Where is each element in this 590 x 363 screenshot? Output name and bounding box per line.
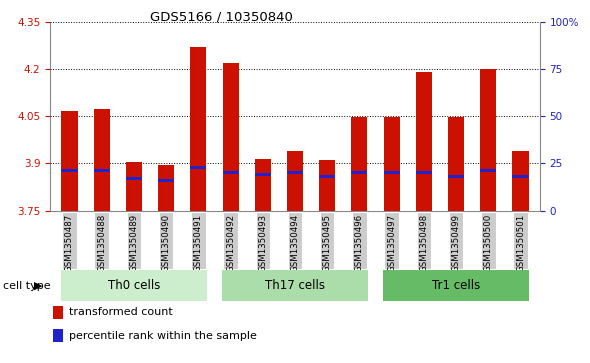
Bar [319,175,335,178]
Bar [417,212,431,269]
Bar [480,69,496,211]
Text: GSM1350497: GSM1350497 [387,214,396,272]
Text: GSM1350488: GSM1350488 [97,214,106,272]
Text: ▶: ▶ [34,281,42,291]
Bar [222,171,238,174]
Text: GSM1350498: GSM1350498 [419,214,428,272]
Text: Th17 cells: Th17 cells [265,280,325,292]
Text: Tr1 cells: Tr1 cells [432,280,480,292]
Bar [61,111,77,211]
Text: GSM1350494: GSM1350494 [290,214,300,272]
Bar [158,165,174,211]
Bar [191,166,206,169]
Text: GSM1350496: GSM1350496 [355,214,364,272]
Text: GSM1350487: GSM1350487 [65,214,74,272]
Bar [384,171,399,174]
Bar [53,329,63,342]
Bar [416,72,432,211]
Bar [94,212,109,269]
Text: GSM1350492: GSM1350492 [226,214,235,272]
Text: GSM1350491: GSM1350491 [194,214,203,272]
Text: GSM1350500: GSM1350500 [484,214,493,272]
Bar [513,151,529,211]
Text: GDS5166 / 10350840: GDS5166 / 10350840 [150,11,293,24]
Text: GSM1350499: GSM1350499 [451,214,461,272]
Text: GSM1350495: GSM1350495 [323,214,332,272]
Bar [449,212,463,269]
Bar [385,212,399,269]
Bar [61,169,77,172]
Bar [158,179,174,182]
Bar [62,212,77,269]
Bar [287,151,303,211]
Bar [288,212,302,269]
Bar [352,171,368,174]
Bar [416,171,432,174]
Bar [191,212,205,269]
Bar [481,212,496,269]
Text: GSM1350490: GSM1350490 [162,214,171,272]
Bar [191,47,206,211]
Text: GSM1350493: GSM1350493 [258,214,267,272]
Bar [255,173,271,176]
Bar [222,63,238,211]
Bar [94,109,110,211]
Text: Th0 cells: Th0 cells [108,280,160,292]
Text: transformed count: transformed count [69,307,172,317]
Bar [222,270,368,301]
Bar [255,212,270,269]
Bar [61,270,206,301]
Bar [255,159,271,211]
Bar [127,212,141,269]
Bar [94,169,110,172]
Bar [352,212,366,269]
Bar [513,175,529,178]
Bar [513,212,528,269]
Bar [319,160,335,211]
Bar [448,175,464,178]
Bar [448,117,464,211]
Bar [126,162,142,211]
Text: GSM1350501: GSM1350501 [516,214,525,272]
Bar [352,117,368,211]
Text: cell type: cell type [3,281,51,291]
Text: GSM1350489: GSM1350489 [129,214,139,272]
Text: percentile rank within the sample: percentile rank within the sample [69,331,257,341]
Bar [159,212,173,269]
Bar [384,270,529,301]
Bar [126,177,142,180]
Bar [287,171,303,174]
Bar [480,169,496,172]
Bar [224,212,238,269]
Bar [53,306,63,319]
Bar [384,117,399,211]
Bar [320,212,335,269]
